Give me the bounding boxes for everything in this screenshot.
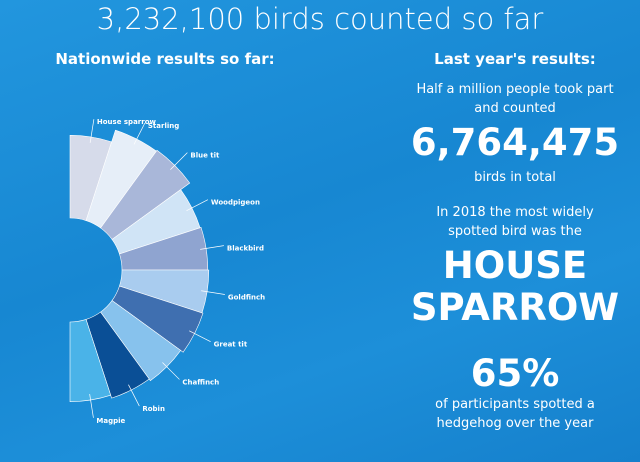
- line: spotted bird was the: [448, 224, 582, 239]
- leader-line: [162, 362, 180, 380]
- wedge: [111, 285, 204, 353]
- wedge-label: Blue tit: [190, 152, 220, 160]
- wedge: [85, 311, 150, 399]
- hedgehog: of participants spotted a hedgehog over …: [400, 395, 630, 433]
- leader-line: [201, 290, 225, 295]
- chart-title: Nationwide results so far:: [55, 50, 275, 68]
- wedge-label: Great tit: [214, 341, 248, 349]
- line: HOUSE: [442, 244, 588, 287]
- wedge-label: Starling: [148, 122, 179, 130]
- wedge-label: Woodpigeon: [211, 199, 260, 207]
- wedge: [69, 319, 112, 402]
- wedge: [100, 149, 191, 240]
- leader-line: [186, 199, 209, 211]
- leader-line: [200, 245, 224, 250]
- leader-line: [189, 330, 211, 342]
- line: of participants spotted a: [435, 397, 595, 412]
- leader-line: [128, 384, 140, 407]
- percent: 65%: [470, 352, 560, 395]
- wedge-label: Blackbird: [227, 245, 264, 253]
- leader-line: [89, 394, 94, 418]
- count: 6,764,475: [410, 121, 620, 164]
- headline: 3,232,100 birds counted so far: [96, 2, 544, 36]
- wedge-label: House sparrow: [97, 118, 157, 126]
- line: SPARROW: [410, 286, 620, 329]
- leader-line: [170, 152, 188, 170]
- last-year-panel: Last year's results: Half a million peop…: [400, 50, 630, 433]
- bird: HOUSE SPARROW: [400, 245, 630, 329]
- wedge-label: Magpie: [96, 417, 125, 425]
- spotted: In 2018 the most widely spotted bird was…: [400, 203, 630, 241]
- intro: Half a million people took part and coun…: [400, 80, 630, 118]
- wedge-label: Robin: [142, 405, 165, 413]
- line: hedgehog over the year: [436, 416, 594, 431]
- leader-line: [133, 122, 146, 145]
- wedge-label: Chaffinch: [182, 378, 219, 386]
- count-note: birds in total: [474, 170, 556, 185]
- line: and counted: [474, 101, 556, 116]
- leader-line: [89, 119, 95, 143]
- line: In 2018 the most widely: [436, 205, 594, 220]
- wedge: [100, 300, 182, 382]
- heading: Last year's results:: [434, 50, 596, 68]
- line: Half a million people took part: [416, 82, 614, 97]
- wedge-label: Goldfinch: [228, 294, 265, 302]
